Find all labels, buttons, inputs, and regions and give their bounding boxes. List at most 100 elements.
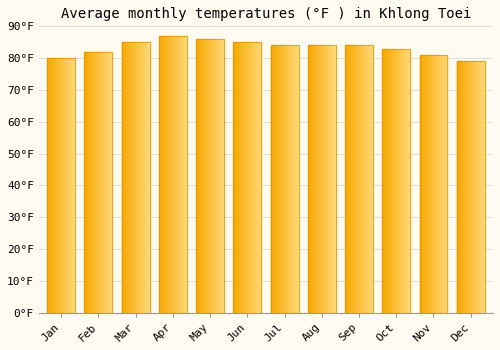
Bar: [68, 58, 69, 313]
Bar: [254, 42, 255, 313]
Bar: [333, 46, 334, 313]
Bar: [438, 55, 439, 313]
Bar: [139, 42, 140, 313]
Bar: [199, 39, 200, 313]
Bar: [122, 42, 123, 313]
Bar: [217, 39, 218, 313]
Bar: [215, 39, 216, 313]
Bar: [177, 36, 178, 313]
Bar: [71, 58, 72, 313]
Bar: [390, 49, 392, 313]
Bar: [310, 46, 312, 313]
Bar: [104, 52, 106, 313]
Bar: [358, 46, 359, 313]
Bar: [134, 42, 135, 313]
Bar: [395, 49, 396, 313]
Bar: [286, 46, 288, 313]
Bar: [241, 42, 242, 313]
Bar: [476, 61, 477, 313]
Bar: [423, 55, 424, 313]
Bar: [66, 58, 68, 313]
Bar: [219, 39, 220, 313]
Bar: [369, 46, 370, 313]
Bar: [198, 39, 199, 313]
Bar: [314, 46, 315, 313]
Bar: [427, 55, 428, 313]
Bar: [441, 55, 442, 313]
Bar: [478, 61, 479, 313]
Bar: [162, 36, 163, 313]
Bar: [396, 49, 397, 313]
Bar: [250, 42, 251, 313]
Bar: [92, 52, 93, 313]
Bar: [315, 46, 316, 313]
Bar: [137, 42, 138, 313]
Bar: [361, 46, 362, 313]
Bar: [465, 61, 466, 313]
Bar: [335, 46, 336, 313]
Bar: [234, 42, 236, 313]
Bar: [392, 49, 393, 313]
Bar: [61, 58, 62, 313]
Bar: [397, 49, 398, 313]
Bar: [278, 46, 279, 313]
Bar: [213, 39, 214, 313]
Bar: [439, 55, 440, 313]
Bar: [175, 36, 176, 313]
Bar: [364, 46, 366, 313]
Bar: [97, 52, 98, 313]
Bar: [355, 46, 356, 313]
Bar: [297, 46, 298, 313]
Bar: [408, 49, 409, 313]
Bar: [394, 49, 395, 313]
Bar: [205, 39, 206, 313]
Bar: [168, 36, 170, 313]
Bar: [348, 46, 349, 313]
Bar: [55, 58, 56, 313]
Bar: [462, 61, 463, 313]
Bar: [166, 36, 168, 313]
Bar: [212, 39, 213, 313]
Bar: [64, 58, 66, 313]
Bar: [398, 49, 399, 313]
Bar: [94, 52, 95, 313]
Bar: [480, 61, 481, 313]
Bar: [93, 52, 94, 313]
Bar: [111, 52, 112, 313]
Bar: [292, 46, 293, 313]
Bar: [322, 46, 323, 313]
Bar: [424, 55, 425, 313]
Bar: [283, 46, 284, 313]
Bar: [123, 42, 124, 313]
Bar: [109, 52, 110, 313]
Bar: [197, 39, 198, 313]
Bar: [460, 61, 461, 313]
Bar: [332, 46, 333, 313]
Bar: [138, 42, 139, 313]
Bar: [386, 49, 387, 313]
Bar: [329, 46, 330, 313]
Bar: [172, 36, 173, 313]
Bar: [466, 61, 467, 313]
Bar: [457, 61, 484, 313]
Bar: [132, 42, 133, 313]
Bar: [182, 36, 184, 313]
Bar: [84, 52, 85, 313]
Bar: [237, 42, 238, 313]
Bar: [399, 49, 400, 313]
Bar: [425, 55, 426, 313]
Bar: [163, 36, 164, 313]
Bar: [403, 49, 404, 313]
Bar: [146, 42, 147, 313]
Bar: [285, 46, 286, 313]
Bar: [57, 58, 58, 313]
Bar: [352, 46, 354, 313]
Bar: [481, 61, 482, 313]
Bar: [468, 61, 469, 313]
Bar: [479, 61, 480, 313]
Bar: [334, 46, 335, 313]
Bar: [73, 58, 74, 313]
Bar: [107, 52, 108, 313]
Bar: [69, 58, 70, 313]
Bar: [372, 46, 373, 313]
